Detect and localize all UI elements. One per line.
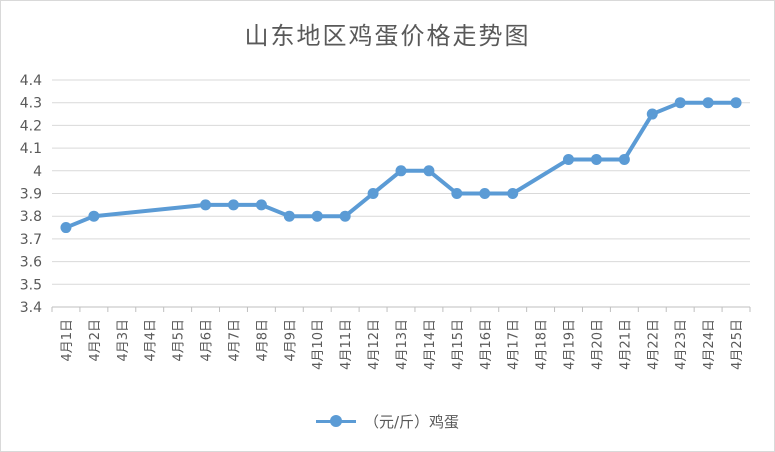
x-tick-label: 4月8日: [255, 319, 270, 362]
x-tick-label: 4月20日: [590, 319, 605, 370]
data-point: [590, 153, 602, 165]
x-tick-label: 4月9日: [283, 319, 298, 362]
data-point: [311, 210, 323, 222]
legend: （元/斤）鸡蛋: [0, 408, 775, 434]
data-point: [339, 210, 351, 222]
y-tick-label: 3.6: [20, 255, 42, 271]
data-point: [367, 188, 379, 199]
x-tick-label: 4月5日: [172, 319, 187, 362]
data-point: [730, 97, 742, 109]
x-tick-label: 4月16日: [479, 319, 494, 370]
x-tick-label: 4月3日: [116, 319, 131, 362]
x-tick-label: 4月19日: [563, 319, 578, 370]
data-point: [618, 153, 630, 165]
x-tick-label: 4月1日: [60, 319, 75, 362]
x-tick-label: 4月14日: [423, 319, 438, 370]
x-tick-label: 4月18日: [535, 319, 550, 370]
x-tick-label: 4月12日: [367, 319, 382, 370]
x-tick-label: 4月22日: [646, 319, 661, 370]
data-point: [227, 199, 239, 211]
x-tick-label: 4月25日: [730, 319, 745, 370]
y-tick-label: 4.4: [20, 73, 42, 89]
y-tick-label: 4.3: [20, 96, 42, 112]
y-tick-label: 4.1: [20, 141, 42, 157]
x-tick-label: 4月11日: [339, 319, 354, 370]
legend-label: （元/斤）鸡蛋: [363, 412, 460, 431]
data-point: [395, 165, 407, 177]
data-point: [702, 97, 714, 109]
series-line: [65, 100, 737, 230]
y-tick-label: 3.9: [20, 187, 42, 203]
data-point: [646, 108, 658, 120]
x-tick-label: 4月23日: [674, 319, 689, 370]
y-tick-label: 3.4: [20, 300, 42, 316]
data-point: [563, 153, 575, 165]
y-tick-label: 4: [33, 164, 42, 180]
data-point: [423, 165, 435, 177]
data-point: [674, 97, 686, 109]
x-tick-label: 4月17日: [507, 319, 522, 370]
x-tick-label: 4月4日: [144, 319, 159, 362]
data-point: [451, 188, 463, 199]
y-tick-label: 3.8: [20, 209, 42, 225]
y-tick-label: 4.2: [20, 118, 42, 134]
x-tick-label: 4月13日: [395, 319, 410, 370]
x-tick-label: 4月24日: [702, 319, 717, 370]
data-point: [60, 222, 72, 234]
x-tick-label: 4月15日: [451, 319, 466, 370]
data-point: [507, 188, 519, 199]
legend-marker-icon: [315, 415, 356, 427]
chart-title: 山东地区鸡蛋价格走势图: [244, 22, 531, 50]
data-point: [88, 210, 100, 222]
x-tick-label: 4月7日: [227, 319, 242, 362]
data-point: [479, 188, 491, 199]
y-tick-label: 3.5: [20, 277, 42, 293]
data-point: [200, 199, 212, 211]
x-tick-label: 4月21日: [618, 319, 633, 370]
x-tick-label: 4月2日: [88, 319, 103, 362]
data-point: [255, 199, 267, 211]
data-point: [283, 210, 295, 222]
x-tick-label: 4月10日: [311, 319, 326, 370]
x-tick-label: 4月6日: [200, 319, 215, 362]
y-tick-label: 3.7: [20, 232, 42, 248]
